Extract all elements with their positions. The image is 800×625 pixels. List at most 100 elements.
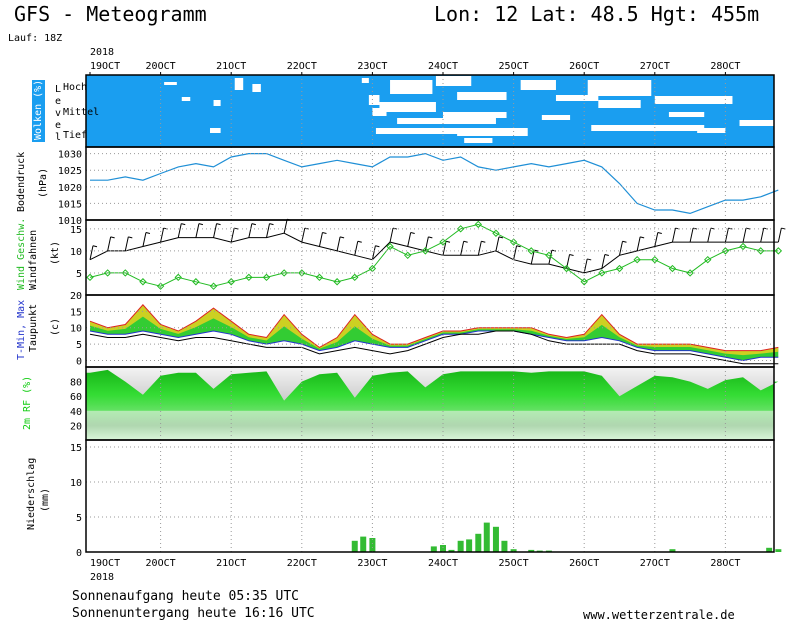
humidity-tick-label: 40 bbox=[70, 407, 82, 418]
cloud-clear-patch bbox=[390, 80, 433, 94]
wind-speed-point bbox=[562, 264, 571, 273]
panel-frame-wind bbox=[85, 219, 775, 296]
cloud-axis-label: Wolken (%) bbox=[33, 80, 44, 140]
precip-tick-label: 10 bbox=[70, 478, 82, 489]
wind-speed-point bbox=[192, 278, 200, 286]
wind-speed-point bbox=[474, 220, 483, 229]
x-tick-label-bottom: 19OCT bbox=[90, 558, 120, 569]
wind-barb-flag bbox=[181, 223, 186, 226]
wind-speed-point bbox=[280, 269, 288, 277]
cloud-clear-patch bbox=[375, 128, 489, 134]
cloud-level-1: Mittel bbox=[63, 107, 99, 118]
wind-barb-flag bbox=[375, 245, 380, 248]
precip-bar bbox=[440, 545, 446, 552]
meteogram: Wolken (%) LevelHochMittelTief10101015102… bbox=[16, 47, 786, 583]
wind-barb-flag bbox=[657, 231, 662, 234]
temp-range-fill bbox=[90, 304, 779, 361]
precip-bar bbox=[669, 549, 676, 552]
wind-unit: (kt) bbox=[50, 241, 61, 265]
wind-barb-flag bbox=[128, 236, 133, 239]
wind-barb-flag bbox=[322, 231, 327, 234]
temp-unit: (c) bbox=[50, 318, 61, 336]
wind-barb bbox=[601, 254, 606, 269]
wind-barb-flag bbox=[410, 231, 415, 234]
precip-bar bbox=[430, 546, 437, 552]
wind-barb bbox=[283, 219, 288, 234]
humidity-tick-label: 20 bbox=[70, 421, 82, 432]
wind-barb-flag bbox=[534, 249, 539, 252]
x-tick-label-top: 26OCT bbox=[569, 61, 599, 72]
wind-speed-point bbox=[245, 273, 253, 282]
wind-speed-point bbox=[86, 273, 94, 282]
cloud-clear-patch bbox=[555, 95, 599, 101]
wind-barb bbox=[477, 241, 482, 256]
sunrise-text: Sonnenaufgang heute 05:35 UTC bbox=[72, 589, 299, 604]
wind-barb bbox=[583, 258, 588, 274]
wind-speed-point bbox=[492, 229, 500, 237]
wind-barb bbox=[671, 227, 676, 243]
wind-barb-flag bbox=[516, 245, 521, 248]
x-tick-label-bottom: 26OCT bbox=[569, 558, 599, 569]
cloud-axis-letter: e bbox=[55, 96, 61, 107]
wind-tick-label: 5 bbox=[76, 269, 82, 280]
pressure-axis-label: Bodendruck bbox=[16, 152, 27, 212]
cloud-clear-patch bbox=[435, 76, 472, 86]
wind-barb bbox=[495, 236, 500, 251]
wind-barb bbox=[460, 241, 465, 256]
wind-barb bbox=[619, 241, 623, 256]
wind-speed-line bbox=[89, 223, 779, 287]
cloud-axis-letter: e bbox=[55, 120, 61, 131]
x-year-bottom: 2018 bbox=[90, 572, 114, 583]
wind-barb bbox=[654, 232, 659, 247]
page-title: GFS - Meteogramm bbox=[14, 2, 207, 26]
pressure-tick-label: 1015 bbox=[58, 199, 82, 210]
temp-max-line bbox=[89, 304, 779, 352]
temp-warm-fill bbox=[90, 304, 779, 356]
wind-axis-label: Wind Geschw. bbox=[16, 218, 27, 290]
cloud-clear-patch bbox=[464, 138, 493, 143]
x-tick-label-top: 23OCT bbox=[357, 61, 387, 72]
wind-barb-flag bbox=[234, 227, 239, 230]
x-tick-label-bottom: 22OCT bbox=[287, 558, 317, 569]
wind-barb bbox=[195, 223, 200, 238]
cloud-clear-patch bbox=[739, 120, 782, 126]
cloud-clear-patch bbox=[654, 96, 733, 104]
wind-barb-flag bbox=[428, 236, 433, 239]
wind-barb-flag bbox=[551, 249, 557, 252]
wind-barb bbox=[371, 245, 376, 260]
wind-barb-flag bbox=[569, 254, 574, 257]
x-tick-label-bottom: 27OCT bbox=[640, 558, 670, 569]
wind-speed-point bbox=[615, 264, 624, 273]
wind-speed-point bbox=[315, 273, 324, 282]
wind-speed-point bbox=[139, 278, 147, 286]
cloud-clear-patch bbox=[368, 95, 380, 105]
wind-speed-point bbox=[209, 282, 218, 290]
precip-tick-label: 15 bbox=[70, 443, 82, 454]
wind-speed-point bbox=[156, 282, 165, 290]
cloud-axis-letter: L bbox=[55, 84, 61, 95]
temp-tick-label: 10 bbox=[70, 324, 82, 335]
x-tick-label-bottom: 28OCT bbox=[710, 558, 740, 569]
x-tick-label-top: 19OCT bbox=[90, 61, 120, 72]
wind-barb bbox=[318, 232, 323, 247]
wind-barb-flag bbox=[445, 240, 451, 243]
panel-frame-pressure bbox=[85, 146, 775, 221]
cloud-clear-patch bbox=[397, 118, 496, 124]
wind-axis-label-2: Windfahnen bbox=[28, 230, 39, 290]
source-url[interactable]: www.wetterzentrale.de bbox=[583, 608, 735, 622]
cloud-clear-patch bbox=[164, 82, 177, 85]
x-year-top: 2018 bbox=[90, 47, 114, 58]
cloud-clear-patch bbox=[697, 128, 726, 133]
precip-bar bbox=[475, 533, 482, 552]
precip-bar bbox=[528, 549, 535, 552]
wind-speed-point bbox=[421, 247, 430, 255]
pressure-line bbox=[90, 152, 779, 215]
wind-barb bbox=[142, 232, 147, 247]
wind-barb bbox=[742, 227, 747, 243]
wind-speed-point bbox=[298, 269, 306, 277]
wind-speed-point bbox=[439, 238, 447, 246]
cloud-axis-letter: l bbox=[55, 132, 61, 143]
precip-unit: (mm) bbox=[40, 488, 51, 512]
wind-barb-flag bbox=[763, 227, 768, 230]
wind-speed-point bbox=[403, 251, 412, 260]
